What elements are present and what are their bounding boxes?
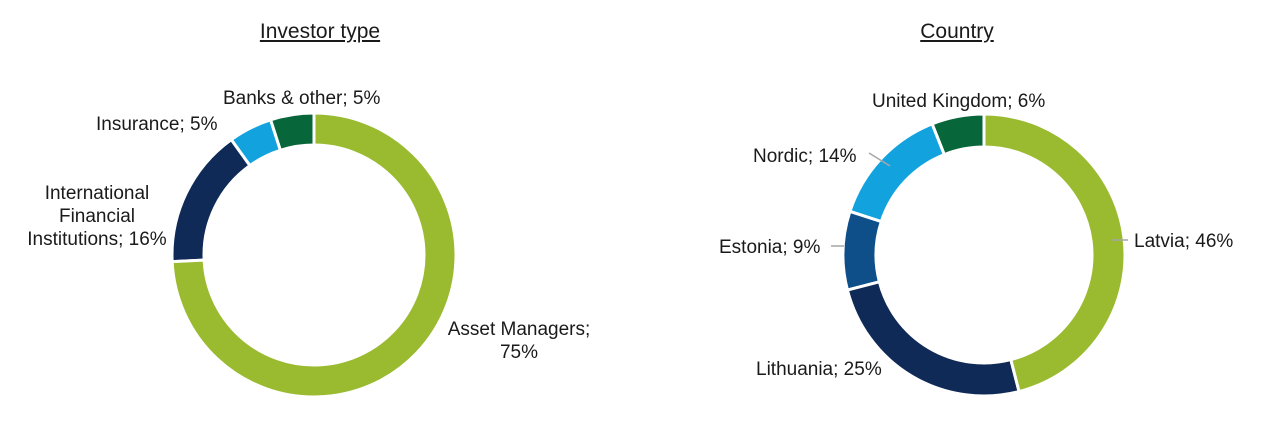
investor-type-donut (170, 111, 458, 399)
donut-slice-nordic (848, 121, 947, 224)
slice-label-international-financial-institutions: International Financial Institutions; 16… (27, 183, 167, 250)
slice-label-banks-other: Banks & other; 5% (223, 88, 381, 109)
chart-title: Investor type (259, 20, 381, 43)
slice-label-united-kingdom: United Kingdom; 6% (872, 91, 1046, 112)
slice-label-insurance: Insurance; 5% (96, 114, 218, 135)
slice-label-latvia: Latvia; 46% (1134, 231, 1234, 252)
leader-line-nordic (868, 152, 891, 167)
slice-label-estonia: Estonia; 9% (719, 237, 821, 258)
donut-slice-latvia (982, 112, 1127, 394)
country-chart: Country United Kingdom; 6% Nordic; 14% E… (640, 0, 1274, 422)
donut-slice-international-financial-institutions (170, 137, 252, 264)
slice-label-asset-managers: Asset Managers; 75% (447, 319, 591, 363)
slice-label-nordic: Nordic; 14% (753, 146, 857, 167)
slice-label-lithuania: Lithuania; 25% (756, 359, 882, 380)
chart-title: Country (920, 20, 994, 43)
donut-slice-lithuania (845, 280, 1021, 398)
country-donut (831, 112, 1128, 398)
investor-type-chart: Investor type Banks & other; 5% Insuranc… (27, 20, 591, 399)
donut-slice-asset-managers (170, 111, 458, 399)
donut-slice-estonia (841, 209, 884, 292)
